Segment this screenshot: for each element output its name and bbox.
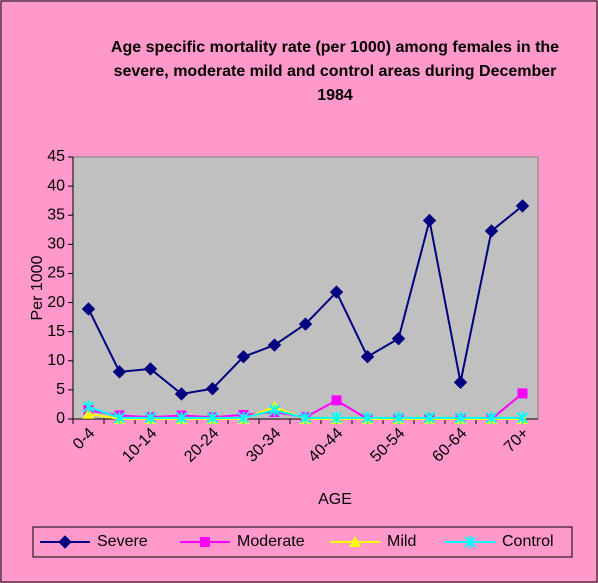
- marker: [82, 407, 95, 419]
- marker: [82, 400, 95, 413]
- marker: [329, 285, 344, 299]
- marker: [200, 537, 210, 547]
- marker: [267, 338, 282, 352]
- marker: [237, 411, 250, 424]
- marker: [236, 349, 251, 364]
- marker: [143, 362, 158, 376]
- y-tick-label: 35: [47, 206, 65, 223]
- marker: [484, 224, 499, 238]
- legend-label: Mild: [387, 533, 416, 550]
- y-tick-label: 0: [56, 410, 65, 427]
- x-tick-label: 20-24: [181, 425, 222, 466]
- y-tick-label: 40: [47, 177, 65, 194]
- marker: [485, 411, 498, 424]
- marker: [268, 404, 281, 417]
- x-tick-label: 0-4: [70, 425, 98, 453]
- marker: [174, 387, 189, 401]
- marker: [330, 411, 343, 424]
- marker: [144, 411, 157, 424]
- marker: [206, 411, 219, 424]
- marker: [175, 411, 188, 424]
- marker: [299, 411, 312, 424]
- y-tick-label: 20: [47, 294, 65, 311]
- marker: [81, 302, 96, 316]
- marker: [298, 317, 313, 331]
- marker: [112, 365, 127, 379]
- x-tick-label: 50-54: [367, 425, 408, 466]
- y-tick-label: 30: [47, 236, 65, 253]
- y-tick-label: 25: [47, 265, 65, 282]
- legend-label: Control: [502, 533, 554, 550]
- marker: [454, 411, 467, 424]
- x-tick-label: 60-64: [429, 425, 470, 466]
- marker: [361, 411, 374, 424]
- x-axis-title: AGE: [318, 491, 352, 508]
- marker: [517, 388, 528, 399]
- y-tick-label: 5: [56, 381, 65, 398]
- marker: [391, 331, 406, 346]
- y-tick-label: 45: [47, 148, 65, 165]
- marker: [464, 536, 476, 548]
- y-tick-label: 15: [47, 323, 65, 340]
- marker: [349, 536, 361, 547]
- plot-area: [72, 156, 539, 420]
- legend-label: Severe: [97, 533, 148, 550]
- marker: [516, 411, 529, 424]
- marker: [392, 411, 405, 424]
- marker: [453, 375, 468, 390]
- marker: [58, 535, 72, 549]
- y-tick-label: 10: [47, 352, 65, 369]
- marker: [331, 395, 342, 406]
- x-tick-label: 70+: [501, 425, 532, 456]
- y-axis-title: Per 1000: [29, 255, 46, 320]
- x-tick-label: 40-44: [305, 425, 346, 466]
- marker: [422, 213, 437, 228]
- legend-label: Moderate: [237, 533, 305, 550]
- x-tick-label: 30-34: [243, 425, 284, 466]
- x-tick-label: 10-14: [119, 425, 160, 466]
- marker: [423, 411, 436, 424]
- marker: [113, 411, 126, 424]
- marker: [515, 199, 530, 213]
- chart-title: Age specific mortality rate (per 1000) a…: [110, 39, 560, 104]
- marker: [205, 382, 220, 396]
- marker: [360, 349, 375, 364]
